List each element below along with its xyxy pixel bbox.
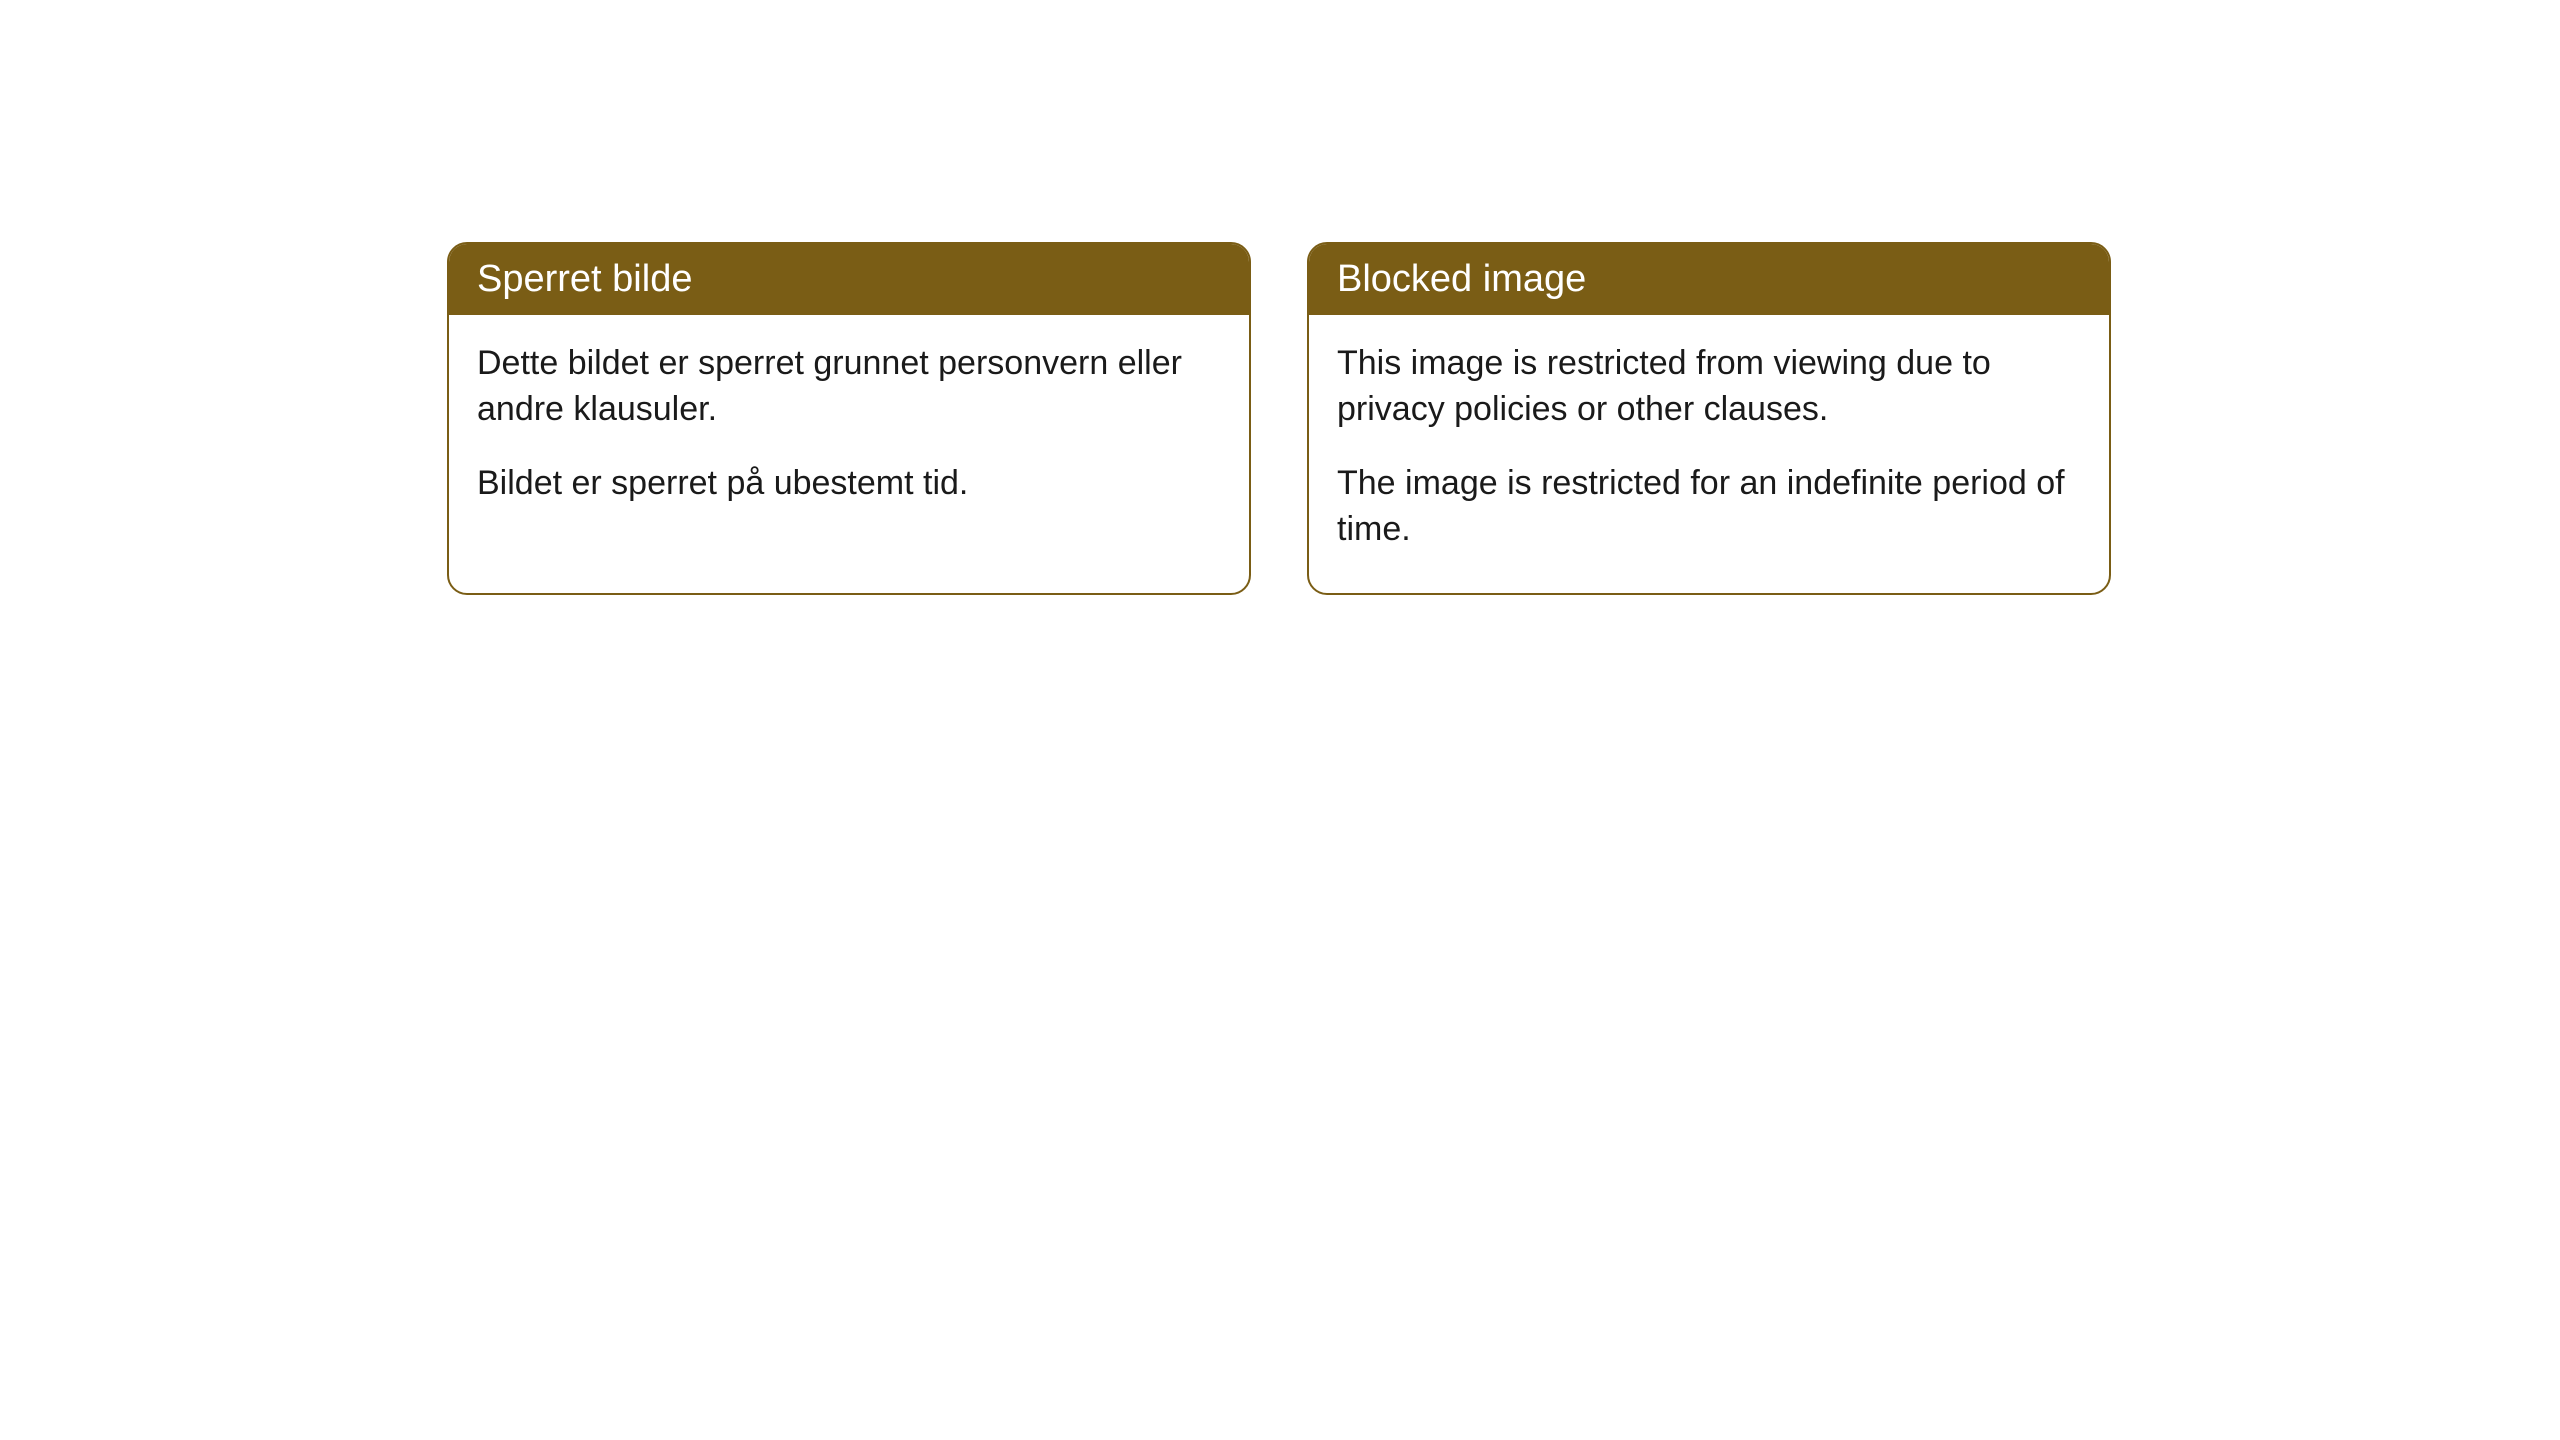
card-paragraph-1: This image is restricted from viewing du… [1337,341,2081,433]
card-body: Dette bildet er sperret grunnet personve… [449,315,1249,547]
card-body: This image is restricted from viewing du… [1309,315,2109,593]
card-header: Sperret bilde [449,244,1249,315]
card-container: Sperret bilde Dette bildet er sperret gr… [0,0,2560,595]
card-paragraph-2: Bildet er sperret på ubestemt tid. [477,461,1221,507]
card-header: Blocked image [1309,244,2109,315]
card-paragraph-1: Dette bildet er sperret grunnet personve… [477,341,1221,433]
card-title: Sperret bilde [477,258,692,300]
card-paragraph-2: The image is restricted for an indefinit… [1337,461,2081,553]
blocked-image-card-english: Blocked image This image is restricted f… [1307,242,2111,595]
blocked-image-card-norwegian: Sperret bilde Dette bildet er sperret gr… [447,242,1251,595]
card-title: Blocked image [1337,258,1586,300]
